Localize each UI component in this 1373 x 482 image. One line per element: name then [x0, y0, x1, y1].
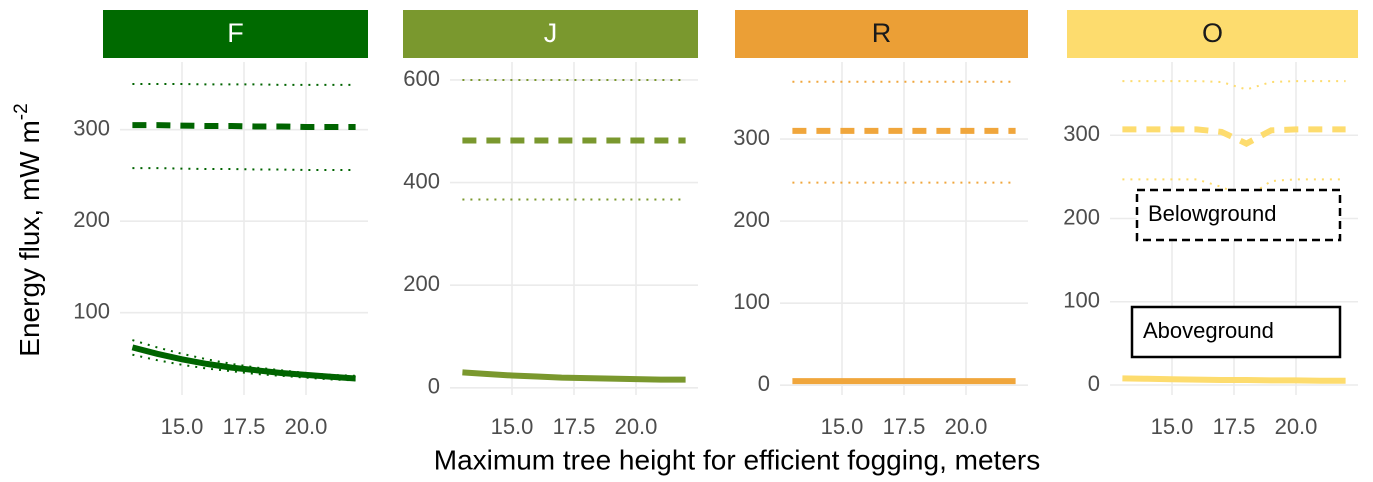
- y-tick-label: 200: [403, 271, 440, 296]
- x-tick-label: 15.0: [1151, 414, 1194, 439]
- legend-label: Belowground: [1148, 201, 1276, 226]
- y-axis-title-text: Energy flux, mW m: [14, 120, 45, 356]
- x-tick-label: 20.0: [285, 414, 328, 439]
- y-tick-label: 100: [733, 289, 770, 314]
- legend-box: [1130, 305, 1342, 359]
- strip-text: R: [872, 18, 892, 48]
- strip: [403, 10, 698, 58]
- strip-text: F: [227, 18, 244, 48]
- y-tick-label: 200: [1063, 204, 1100, 229]
- y-axis-title: Energy flux, mW m-2: [11, 103, 46, 356]
- y-axis-title-sup: -2: [11, 103, 32, 120]
- y-tick-label: 300: [1063, 121, 1100, 146]
- x-tick-label: 20.0: [615, 414, 658, 439]
- y-tick-label: 100: [73, 298, 110, 323]
- strip: [103, 10, 368, 58]
- series-line: [132, 353, 356, 382]
- y-tick-label: 300: [733, 125, 770, 150]
- legend-label: Aboveground: [1143, 318, 1274, 343]
- y-tick-label: 100: [1063, 288, 1100, 313]
- x-tick-label: 20.0: [1275, 414, 1318, 439]
- series-line: [132, 122, 356, 130]
- y-tick-label: 200: [73, 207, 110, 232]
- x-tick-label: 15.0: [161, 414, 204, 439]
- series-line: [1122, 375, 1346, 384]
- y-tick-label: 200: [733, 207, 770, 232]
- strip: [735, 10, 1028, 58]
- y-tick-label: 0: [1088, 371, 1100, 396]
- x-tick-label: 17.5: [1213, 414, 1256, 439]
- series-line: [462, 369, 686, 383]
- y-tick-label: 400: [403, 168, 440, 193]
- y-tick-label: 300: [73, 116, 110, 141]
- legend-box: [1135, 188, 1342, 242]
- strip-text: O: [1202, 18, 1223, 48]
- series-line: [1122, 126, 1346, 147]
- strip-text: J: [544, 18, 558, 48]
- x-tick-label: 17.5: [553, 414, 596, 439]
- series-line: [1122, 80, 1346, 91]
- series-line: [131, 344, 356, 382]
- strip: [1067, 10, 1358, 58]
- x-tick-label: 17.5: [223, 414, 266, 439]
- y-tick-label: 600: [403, 66, 440, 91]
- y-tick-label: 0: [758, 371, 770, 396]
- x-tick-label: 20.0: [945, 414, 988, 439]
- x-tick-label: 15.0: [821, 414, 864, 439]
- x-tick-label: 15.0: [491, 414, 534, 439]
- x-tick-label: 17.5: [883, 414, 926, 439]
- y-tick-label: 0: [428, 374, 440, 399]
- x-axis-title: Maximum tree height for efficient foggin…: [434, 444, 1040, 475]
